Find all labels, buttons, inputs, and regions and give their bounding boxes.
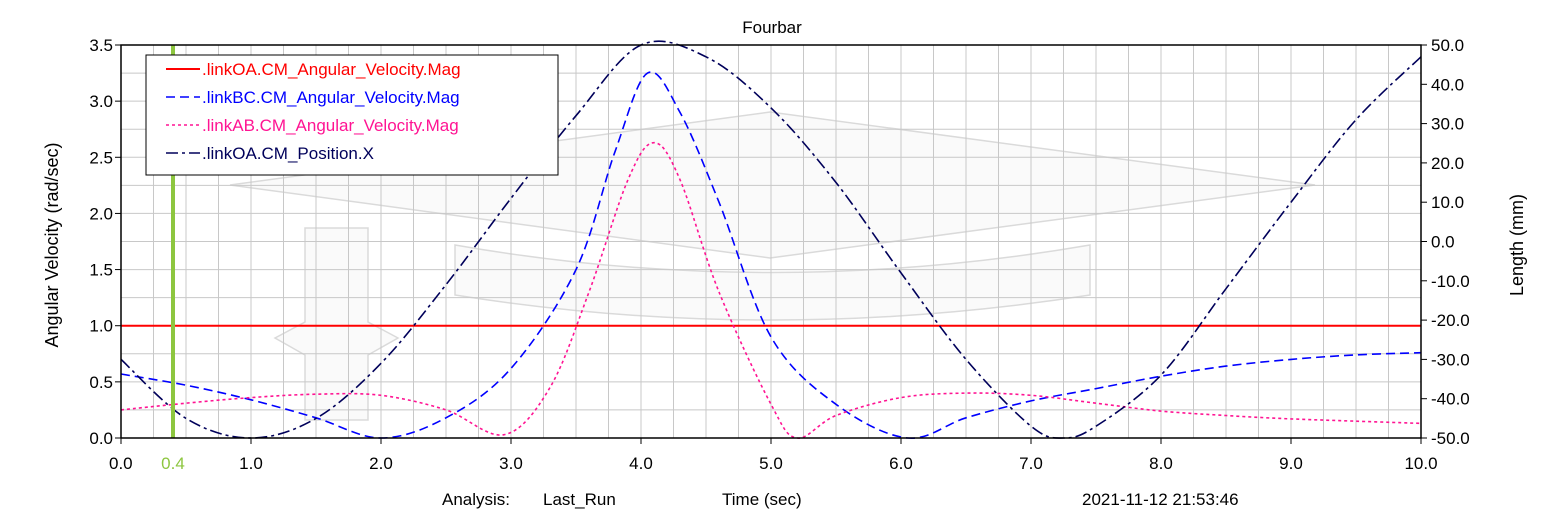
x-tick-label: 4.0 <box>629 454 653 473</box>
series-line-3 <box>120 141 1422 439</box>
series-line-4 <box>120 40 1422 439</box>
x-tick-label: 5.0 <box>759 454 783 473</box>
x-tick-label: 8.0 <box>1149 454 1173 473</box>
y2-tick-label: 30.0 <box>1431 115 1464 134</box>
y-tick-label: 0.0 <box>89 429 113 448</box>
analysis-name: Last_Run <box>543 490 616 509</box>
footer: Analysis: Last_Run Time (sec) 2021-11-12… <box>442 490 1239 509</box>
y2-tick-label: -50.0 <box>1431 429 1470 448</box>
y-axis-label: Angular Velocity (rad/sec) <box>42 142 62 347</box>
x-tick-label: 7.0 <box>1019 454 1043 473</box>
timestamp: 2021-11-12 21:53:46 <box>1082 490 1239 509</box>
x-tick-label: 9.0 <box>1279 454 1303 473</box>
x-axis-label: Time (sec) <box>722 490 802 509</box>
legend: .linkOA.CM_Angular_Velocity.Mag .linkBC.C… <box>145 54 559 176</box>
x-tick-label: 0.0 <box>109 454 133 473</box>
y2-tick-label: -30.0 <box>1431 350 1470 369</box>
y2-tick-label: -10.0 <box>1431 272 1470 291</box>
analysis-label: Analysis: <box>442 490 510 509</box>
y-tick-label: 1.0 <box>89 317 113 336</box>
y2-tick-label: 10.0 <box>1431 193 1464 212</box>
chart-title: Fourbar <box>742 18 802 37</box>
y2-tick-label: 40.0 <box>1431 75 1464 94</box>
y-axis-right: -50.0 -40.0 -30.0 -20.0 -10.0 0.0 10.0 20.0 30.0… <box>1421 36 1470 448</box>
legend-entry-3: .linkAB.CM_Angular_Velocity.Mag <box>202 116 459 135</box>
y2-tick-label: 0.0 <box>1431 233 1455 252</box>
y-tick-label: 2.0 <box>89 204 113 223</box>
x-axis: 0.0 1.0 2.0 3.0 4.0 5.0 6.0 7.0 8.0 9.0 10.0 <box>109 438 1438 473</box>
y2-tick-label: -40.0 <box>1431 390 1470 409</box>
y-tick-label: 3.5 <box>89 36 113 55</box>
y-tick-label: 1.5 <box>89 261 113 280</box>
y2-tick-label: -20.0 <box>1431 311 1470 330</box>
legend-entry-1: .linkOA.CM_Angular_Velocity.Mag <box>202 60 461 79</box>
series-lines <box>120 40 1422 439</box>
x-tick-label: 1.0 <box>239 454 263 473</box>
legend-entry-4: .linkOA.CM_Position.X <box>202 144 374 163</box>
x-tick-label: 2.0 <box>369 454 393 473</box>
y-tick-label: 0.5 <box>89 373 113 392</box>
x-tick-label: 6.0 <box>889 454 913 473</box>
y-tick-label: 3.0 <box>89 92 113 111</box>
x-tick-label: 10.0 <box>1404 454 1437 473</box>
y2-tick-label: 20.0 <box>1431 154 1464 173</box>
y2-tick-label: 50.0 <box>1431 36 1464 55</box>
legend-entry-2: .linkBC.CM_Angular_Velocity.Mag <box>202 88 460 107</box>
y2-axis-label: Length (mm) <box>1507 194 1527 296</box>
y-tick-label: 2.5 <box>89 148 113 167</box>
y-axis-left: 0.0 0.5 1.0 1.5 2.0 2.5 3.0 3.5 <box>89 36 121 448</box>
series-line-2 <box>120 71 1422 439</box>
time-marker-label: 0.4 <box>161 454 185 473</box>
x-tick-label: 3.0 <box>499 454 523 473</box>
